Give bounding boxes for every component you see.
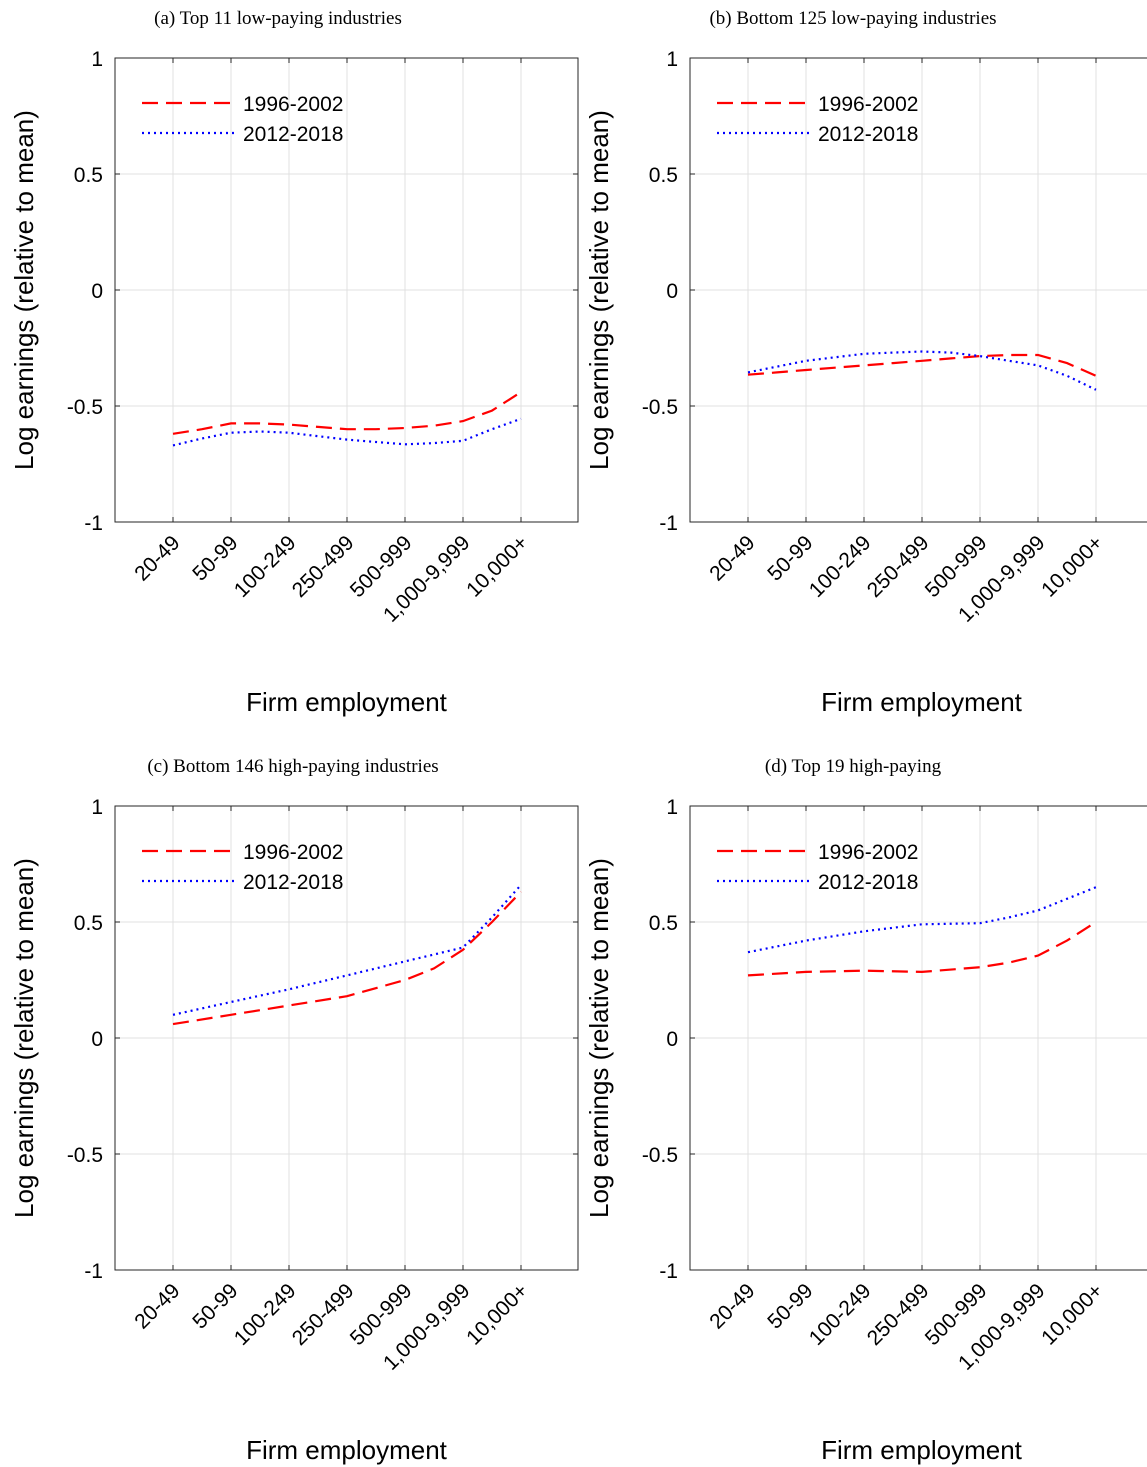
series-line-1996-2002 [747,921,1097,977]
chart-panel-1: (b) Bottom 125 low-paying industries 20-4… [584,8,1147,717]
legend-label: 2012-2018 [243,871,343,894]
series-line-2012-2018 [747,886,1097,954]
x-axis-label: Firm employment [246,687,448,717]
y-tick-label: -0.5 [67,1144,103,1167]
legend-label: 2012-2018 [818,871,918,894]
legend-label: 1996-2002 [818,841,918,864]
x-tick-label: 10,000+ [1037,531,1107,601]
y-axis-label: Log earnings (relative to mean) [584,858,614,1218]
y-tick-label: 1 [91,796,103,819]
x-tick-label: 50-99 [763,531,817,585]
x-tick-label: 10,000+ [462,531,532,601]
y-axis-label: Log earnings (relative to mean) [9,858,39,1218]
x-axis-label: Firm employment [821,1435,1023,1465]
chart-panel-2: (c) Bottom 146 high-paying industries 20-… [9,756,579,1465]
y-tick-label: 0 [91,1028,103,1051]
y-tick-label: 0.5 [74,164,103,187]
y-tick-label: -0.5 [642,396,678,419]
x-tick-label: 100-249 [230,531,301,602]
chart-panel-0: (a) Top 11 low-paying industries 20-49 50-… [9,8,579,717]
y-tick-label: 0.5 [74,912,103,935]
x-tick-label: 100-249 [805,1279,876,1350]
panel-title: (c) Bottom 146 high-paying industries [147,756,438,777]
x-tick-label: 20-49 [130,531,184,585]
x-tick-label: 50-99 [188,1279,242,1333]
series-line-2012-2018 [747,350,1097,391]
series-line-1996-2002 [747,353,1097,377]
y-tick-label: 0.5 [649,912,678,935]
x-tick-label: 250-499 [863,1279,934,1350]
y-axis-label: Log earnings (relative to mean) [584,110,614,470]
legend-label: 1996-2002 [243,93,343,116]
x-tick-label: 20-49 [130,1279,184,1333]
x-tick-label: 10,000+ [1037,1279,1107,1349]
y-tick-label: 0 [666,1028,678,1051]
y-tick-label: -0.5 [642,1144,678,1167]
y-tick-label: -1 [84,512,103,535]
y-tick-label: -1 [84,1260,103,1283]
y-tick-label: -0.5 [67,396,103,419]
y-tick-label: 0 [666,280,678,303]
x-tick-label: 50-99 [763,1279,817,1333]
x-tick-label: 20-49 [705,531,759,585]
x-tick-label: 250-499 [863,531,934,602]
series-line-1996-2002 [172,391,522,435]
x-tick-label: 250-499 [288,531,359,602]
series-line-2012-2018 [172,884,522,1016]
x-tick-label: 100-249 [230,1279,301,1350]
panel-title: (d) Top 19 high-paying [765,756,942,777]
y-tick-label: -1 [659,1260,678,1283]
series-line-2012-2018 [172,417,522,447]
legend-label: 1996-2002 [243,841,343,864]
series-line-1996-2002 [172,891,522,1026]
x-tick-label: 100-249 [805,531,876,602]
y-axis-label: Log earnings (relative to mean) [9,110,39,470]
x-axis-label: Firm employment [821,687,1023,717]
legend-label: 2012-2018 [818,123,918,146]
panel-title: (a) Top 11 low-paying industries [154,8,402,29]
legend-label: 1996-2002 [818,93,918,116]
legend-label: 2012-2018 [243,123,343,146]
y-tick-label: 1 [666,796,678,819]
x-tick-label: 250-499 [288,1279,359,1350]
y-tick-label: -1 [659,512,678,535]
y-tick-label: 1 [666,48,678,71]
panel-title: (b) Bottom 125 low-paying industries [709,8,996,29]
x-tick-label: 10,000+ [462,1279,532,1349]
x-tick-label: 50-99 [188,531,242,585]
x-axis-label: Firm employment [246,1435,448,1465]
x-tick-label: 20-49 [705,1279,759,1333]
y-tick-label: 1 [91,48,103,71]
y-tick-label: 0 [91,280,103,303]
y-tick-label: 0.5 [649,164,678,187]
